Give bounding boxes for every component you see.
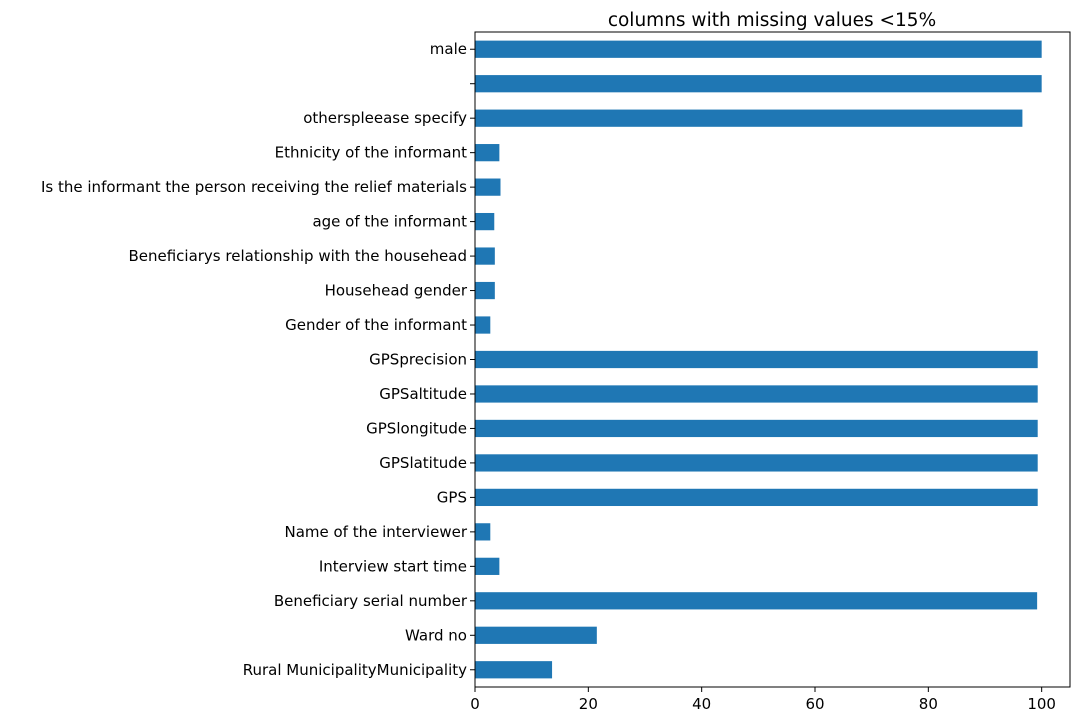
- y-tick-label: Househead gender: [325, 282, 468, 300]
- y-tick-label: Rural MunicipalityMunicipality: [243, 661, 467, 679]
- x-tick-label: 0: [470, 695, 480, 713]
- y-axis: Rural MunicipalityMunicipality Ward no Ben…: [41, 40, 475, 679]
- bar: [475, 40, 1042, 58]
- x-tick-label: 60: [805, 695, 824, 713]
- x-tick-label: 80: [919, 695, 938, 713]
- bar: [475, 385, 1038, 403]
- bar: [475, 488, 1038, 507]
- bar: [475, 350, 1038, 369]
- bars-group: [475, 40, 1042, 679]
- x-axis: 0 20 40 60 80 100: [470, 687, 1056, 713]
- y-tick-label: Ward no: [405, 626, 467, 644]
- x-tick-label: 20: [579, 695, 598, 713]
- y-tick-label: Beneficiarys relationship with the house…: [128, 247, 467, 265]
- y-tick-label: age of the informant: [312, 213, 467, 231]
- y-tick-label: male: [430, 40, 467, 58]
- bar: [475, 212, 495, 231]
- y-tick-label: GPSprecision: [369, 351, 467, 369]
- y-tick-label: otherspleease specify: [303, 109, 467, 127]
- bar: [475, 419, 1038, 438]
- bar: [475, 178, 501, 196]
- bar: [475, 109, 1023, 127]
- plot-frame: [474, 31, 1071, 688]
- bar: [475, 316, 491, 334]
- bar: [475, 523, 491, 541]
- chart-title: columns with missing values <15%: [608, 10, 936, 31]
- bar: [475, 144, 500, 162]
- y-tick-label: GPSaltitude: [379, 385, 467, 403]
- y-tick-label: Is the informant the person receiving th…: [41, 178, 467, 196]
- y-tick-label: GPS: [437, 488, 467, 506]
- bar: [475, 557, 500, 575]
- y-tick-label: Beneficiary serial number: [274, 592, 468, 610]
- x-tick-label: 100: [1027, 695, 1056, 713]
- y-tick-label: Gender of the informant: [285, 316, 467, 334]
- bar: [475, 247, 495, 265]
- x-tick-label: 40: [692, 695, 711, 713]
- bar: [475, 592, 1038, 610]
- y-tick-label: GPSlongitude: [366, 419, 467, 437]
- bar: [475, 661, 553, 679]
- y-tick-label: GPSlatitude: [379, 454, 467, 472]
- bar: [475, 75, 1042, 93]
- y-tick-label: Name of the interviewer: [284, 523, 467, 541]
- bar: [475, 454, 1038, 472]
- y-tick-label: Ethnicity of the informant: [275, 144, 467, 162]
- y-tick-label: Interview start time: [319, 557, 467, 575]
- bar: [475, 281, 495, 300]
- axis-spines: [474, 31, 1071, 688]
- bar: [475, 626, 597, 644]
